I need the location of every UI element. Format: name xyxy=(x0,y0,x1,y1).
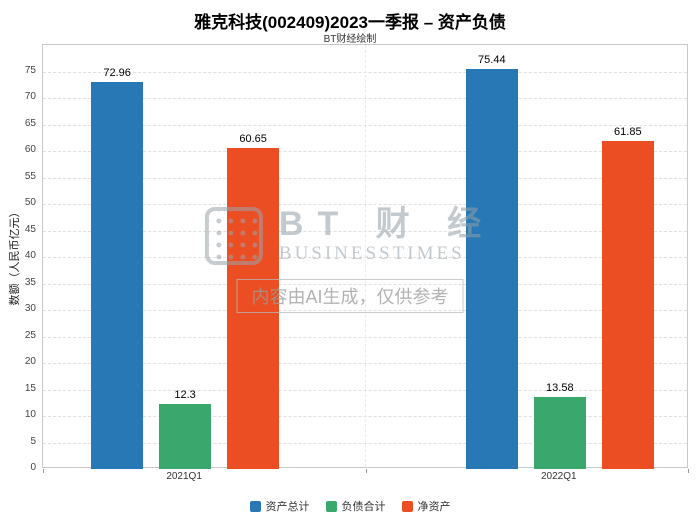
y-tick-label: 50 xyxy=(24,197,36,208)
legend-label: 资产总计 xyxy=(265,501,310,513)
y-tick-label: 15 xyxy=(24,382,36,394)
gridline xyxy=(43,416,687,417)
x-tick-label: 2021Q1 xyxy=(166,471,202,482)
bar-value-label: 75.44 xyxy=(478,54,506,67)
gridline xyxy=(43,310,687,311)
bar-净资产-2022Q1 xyxy=(601,141,654,469)
gridline xyxy=(43,151,687,152)
bar-value-label: 60.65 xyxy=(239,132,267,145)
bar-资产总计-2022Q1 xyxy=(465,69,518,469)
legend-label: 净资产 xyxy=(417,501,451,513)
bar-负债合计-2022Q1 xyxy=(533,397,586,469)
y-tick-label: 55 xyxy=(24,170,36,182)
bar-value-label: 61.85 xyxy=(614,126,642,139)
y-tick-label: 20 xyxy=(24,356,36,367)
legend-label: 负债合计 xyxy=(341,501,386,513)
category-boundary-gridline xyxy=(365,45,366,467)
gridline xyxy=(43,124,687,126)
chart-subtitle: BT财经绘制 xyxy=(323,34,377,45)
y-axis-ticks: 0 5 10 15 20 25 30 35 40 45 50 55 60 65 70 75 xyxy=(0,44,38,474)
x-axis-tick-mark xyxy=(688,469,689,473)
gridline xyxy=(43,204,687,205)
legend-swatch xyxy=(325,500,337,512)
y-tick-label: 60 xyxy=(24,144,36,155)
chart-legend: 资产总计 负债合计 净资产 xyxy=(0,498,700,514)
x-tick-label: 2022Q1 xyxy=(541,471,577,482)
gridline xyxy=(43,442,687,444)
y-tick-label: 25 xyxy=(24,329,36,341)
gridline xyxy=(43,98,687,99)
gridline xyxy=(43,230,687,232)
y-tick-label: 65 xyxy=(24,117,36,129)
y-tick-label: 40 xyxy=(24,250,36,261)
bar-value-label: 12.3 xyxy=(174,388,196,401)
bar-value-label: 13.58 xyxy=(546,382,574,395)
gridline xyxy=(43,71,687,73)
bar-净资产-2021Q1 xyxy=(227,147,280,469)
gridline xyxy=(43,336,687,338)
y-tick-label: 35 xyxy=(24,276,36,288)
legend-item-净资产[interactable]: 净资产 xyxy=(401,498,451,514)
y-tick-label: 10 xyxy=(24,409,36,420)
bar-负债合计-2021Q1 xyxy=(159,403,212,469)
plot-area: 72.96 75.44 12.3 13.58 60.65 61.85 xyxy=(42,44,689,473)
gridline xyxy=(43,363,687,364)
bar-资产总计-2021Q1 xyxy=(91,82,144,469)
x-axis-tick-mark xyxy=(366,469,367,473)
y-tick-label: 30 xyxy=(24,303,36,314)
gridline xyxy=(43,177,687,179)
y-tick-label: 5 xyxy=(30,435,36,447)
y-tick-label: 45 xyxy=(24,223,36,235)
y-tick-label: 0 xyxy=(30,462,36,473)
y-tick-label: 70 xyxy=(24,91,36,102)
x-axis-tick-mark xyxy=(43,469,44,473)
gridline xyxy=(43,283,687,285)
y-tick-label: 75 xyxy=(24,64,36,76)
legend-item-资产总计[interactable]: 资产总计 xyxy=(249,498,310,514)
gridline xyxy=(43,257,687,258)
legend-swatch xyxy=(249,500,261,512)
bar-value-label: 72.96 xyxy=(103,67,131,80)
gridline xyxy=(43,389,687,391)
legend-swatch xyxy=(401,500,413,512)
legend-item-负债合计[interactable]: 负债合计 xyxy=(325,498,386,514)
x-axis-ticks: 2021Q1 2022Q1 xyxy=(42,471,688,485)
chart-title: 雅克科技(002409)2023一季报 – 资产负债 xyxy=(194,13,506,32)
